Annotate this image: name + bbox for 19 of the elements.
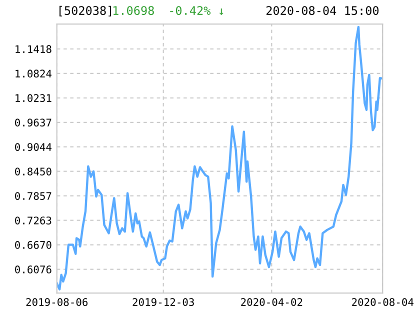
y-tick-label: 0.7857	[15, 192, 52, 200]
y-tick-label: 1.0824	[16, 70, 52, 78]
text: -0.42% ↓	[170, 6, 224, 16]
y-tick-label: 1.1418	[16, 45, 52, 54]
text: 2020-08-04 15:00	[266, 6, 379, 16]
y-tick-label: 0.6076	[15, 266, 52, 274]
y-tick-label: 0.7263	[15, 216, 52, 224]
x-tick-label: 2020-04-02	[241, 298, 302, 306]
text: 1.0698	[113, 6, 154, 16]
y-tick-label: 0.9044	[15, 143, 52, 151]
y-tick-label: 1.0231	[16, 94, 52, 102]
y-tick-label: 0.6670	[15, 241, 52, 249]
y-tick-label: 0.8450	[15, 168, 52, 176]
chart-title: [502038]	[60, 6, 112, 16]
y-tick-label: 0.9637	[15, 118, 52, 127]
x-tick-label: 2019-08-06	[26, 298, 88, 306]
line-series	[56, 26, 383, 290]
x-tick-label: 2019-12-03	[132, 298, 194, 306]
x-tick-label: 2020-08-04	[352, 298, 414, 306]
